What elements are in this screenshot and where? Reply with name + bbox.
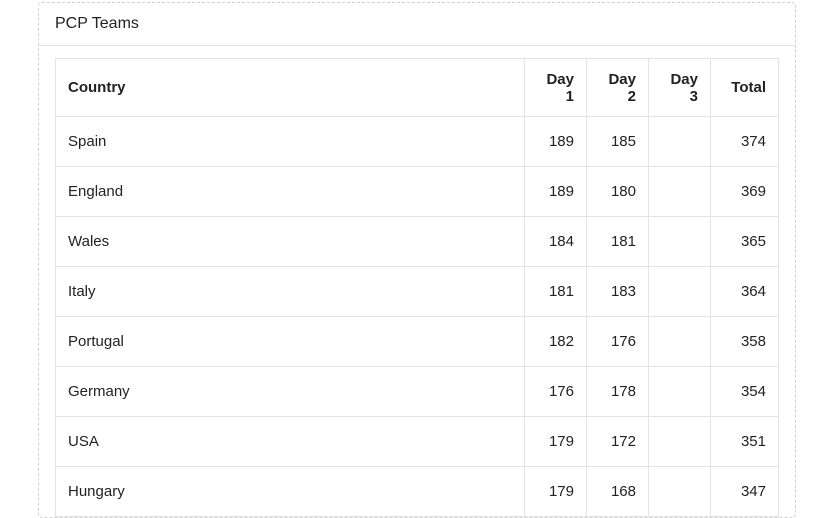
- cell-day3: [649, 367, 711, 417]
- table-row: England189180 369: [56, 167, 779, 217]
- table-row: Hungary179168 347: [56, 467, 779, 517]
- cell-day2: 168: [587, 467, 649, 517]
- cell-day2: 183: [587, 267, 649, 317]
- cell-day3: [649, 467, 711, 517]
- cell-day3: [649, 317, 711, 367]
- cell-total: 351: [711, 417, 779, 467]
- table-row: Portugal182176 358: [56, 317, 779, 367]
- col-header-day1: Day 1: [525, 59, 587, 117]
- cell-day2: 176: [587, 317, 649, 367]
- cell-total: 364: [711, 267, 779, 317]
- cell-day2: 185: [587, 117, 649, 167]
- cell-day1: 176: [525, 367, 587, 417]
- cell-day2: 172: [587, 417, 649, 467]
- cell-total: 358: [711, 317, 779, 367]
- cell-day2: 180: [587, 167, 649, 217]
- panel: PCP Teams Country Day 1 Day 2 Day 3 Tota…: [38, 2, 796, 518]
- cell-day1: 179: [525, 417, 587, 467]
- cell-day2: 181: [587, 217, 649, 267]
- cell-day1: 182: [525, 317, 587, 367]
- cell-day3: [649, 267, 711, 317]
- cell-day1: 189: [525, 117, 587, 167]
- cell-day1: 179: [525, 467, 587, 517]
- cell-country: USA: [56, 417, 525, 467]
- table-header-row: Country Day 1 Day 2 Day 3 Total: [56, 59, 779, 117]
- cell-country: Hungary: [56, 467, 525, 517]
- cell-day3: [649, 117, 711, 167]
- table-wrap: Country Day 1 Day 2 Day 3 Total Spain189…: [39, 46, 795, 517]
- pcp-teams-table: Country Day 1 Day 2 Day 3 Total Spain189…: [55, 58, 779, 517]
- cell-total: 354: [711, 367, 779, 417]
- cell-country: Italy: [56, 267, 525, 317]
- cell-total: 347: [711, 467, 779, 517]
- table-row: Italy181183 364: [56, 267, 779, 317]
- table-row: Germany176178 354: [56, 367, 779, 417]
- cell-country: Portugal: [56, 317, 525, 367]
- cell-day1: 184: [525, 217, 587, 267]
- cell-day1: 189: [525, 167, 587, 217]
- cell-day1: 181: [525, 267, 587, 317]
- table-row: USA179172 351: [56, 417, 779, 467]
- cell-day3: [649, 167, 711, 217]
- cell-country: England: [56, 167, 525, 217]
- panel-title: PCP Teams: [39, 3, 795, 46]
- cell-total: 369: [711, 167, 779, 217]
- col-header-total: Total: [711, 59, 779, 117]
- table-row: Wales184181 365: [56, 217, 779, 267]
- cell-country: Spain: [56, 117, 525, 167]
- cell-country: Wales: [56, 217, 525, 267]
- col-header-day2: Day 2: [587, 59, 649, 117]
- cell-day3: [649, 217, 711, 267]
- col-header-day3: Day 3: [649, 59, 711, 117]
- table-row: Spain189185 374: [56, 117, 779, 167]
- col-header-country: Country: [56, 59, 525, 117]
- cell-day3: [649, 417, 711, 467]
- cell-total: 374: [711, 117, 779, 167]
- cell-total: 365: [711, 217, 779, 267]
- cell-country: Germany: [56, 367, 525, 417]
- cell-day2: 178: [587, 367, 649, 417]
